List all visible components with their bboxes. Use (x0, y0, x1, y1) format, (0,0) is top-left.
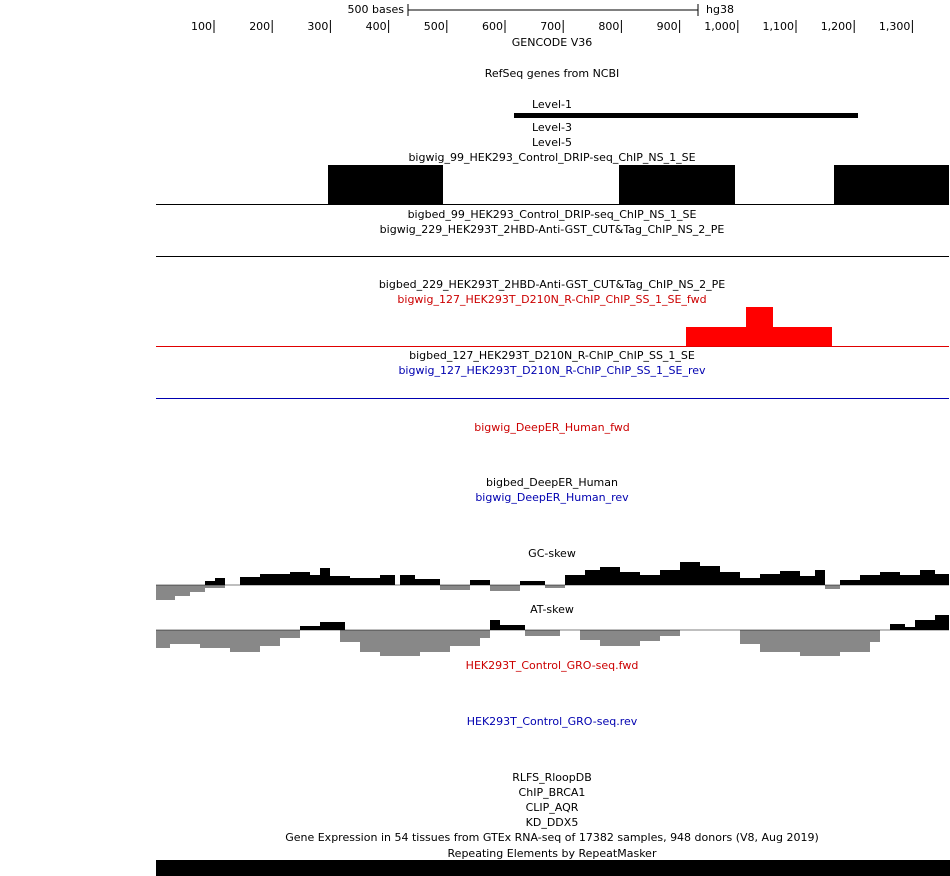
scale-label: 500 bases (348, 3, 405, 16)
track-label: ChIP_BRCA1 (519, 786, 586, 799)
track-label: AT-skew (530, 603, 574, 616)
track-label: Repeating Elements by RepeatMasker (448, 847, 657, 860)
ruler-tick-label: 400 (366, 20, 387, 33)
track-label: RefSeq genes from NCBI (485, 67, 620, 80)
track-label: bigwig_127_HEK293T_D210N_R-ChIP_ChIP_SS_… (398, 364, 706, 377)
track-label: HEK293T_Control_GRO-seq.fwd (466, 659, 639, 672)
track-label: Gene Expression in 54 tissues from GTEx … (285, 831, 819, 844)
ruler-tick-label: 1,000 (704, 20, 736, 33)
track-label: RLFS_RloopDB (512, 771, 592, 784)
track-label: KD_DDX5 (526, 816, 579, 829)
track-label: bigwig_229_HEK293T_2HBD-Anti-GST_CUT&Tag… (380, 223, 725, 236)
track-label: HEK293T_Control_GRO-seq.rev (467, 715, 638, 728)
skew-positive (400, 562, 949, 585)
track-label: bigbed_127_HEK293T_D210N_R-ChIP_ChIP_SS_… (409, 349, 695, 362)
track-label: bigbed_99_HEK293_Control_DRIP-seq_ChIP_N… (408, 208, 697, 221)
skew-negative (156, 585, 225, 600)
track-label: Level-3 (532, 121, 572, 134)
ruler-tick-label: 200 (249, 20, 270, 33)
track-label: bigwig_127_HEK293T_D210N_R-ChIP_ChIP_SS_… (397, 293, 706, 306)
track-label: bigwig_99_HEK293_Control_DRIP-seq_ChIP_N… (408, 151, 695, 164)
track-label: Level-5 (532, 136, 572, 149)
track-label: bigbed_DeepER_Human (486, 476, 618, 489)
ruler-tick-label: 1,200 (821, 20, 853, 33)
track-label: CLIP_AQR (526, 801, 579, 814)
ruler-tick-label: 300 (307, 20, 328, 33)
ruler-tick-label: 100 (191, 20, 212, 33)
ruler-tick-label: 1,300 (879, 20, 911, 33)
track-label: bigwig_DeepER_Human_fwd (474, 421, 629, 434)
signal-block (328, 165, 443, 204)
track-label: GENCODE V36 (512, 36, 592, 49)
skew-negative (440, 585, 840, 591)
track-label: bigwig_DeepER_Human_rev (475, 491, 629, 504)
track-label: GC-skew (528, 547, 576, 560)
signal-block (619, 165, 735, 204)
skew-negative (156, 630, 880, 656)
ruler-tick-label: 700 (540, 20, 561, 33)
signal-block (834, 165, 949, 204)
signal-peak (686, 307, 832, 346)
skew-positive (205, 568, 395, 585)
ruler-tick-label: 1,100 (763, 20, 795, 33)
ruler-tick-label: 800 (598, 20, 619, 33)
ruler-tick-label: 900 (657, 20, 678, 33)
track-label: bigbed_229_HEK293T_2HBD-Anti-GST_CUT&Tag… (379, 278, 725, 291)
level-1-gene (514, 113, 858, 118)
assembly-label: hg38 (706, 3, 734, 16)
ruler-tick-label: 600 (482, 20, 503, 33)
ruler-tick-label: 500 (424, 20, 445, 33)
track-label: Level-1 (532, 98, 572, 111)
repeat-bar (156, 860, 950, 876)
skew-positive (300, 615, 949, 630)
